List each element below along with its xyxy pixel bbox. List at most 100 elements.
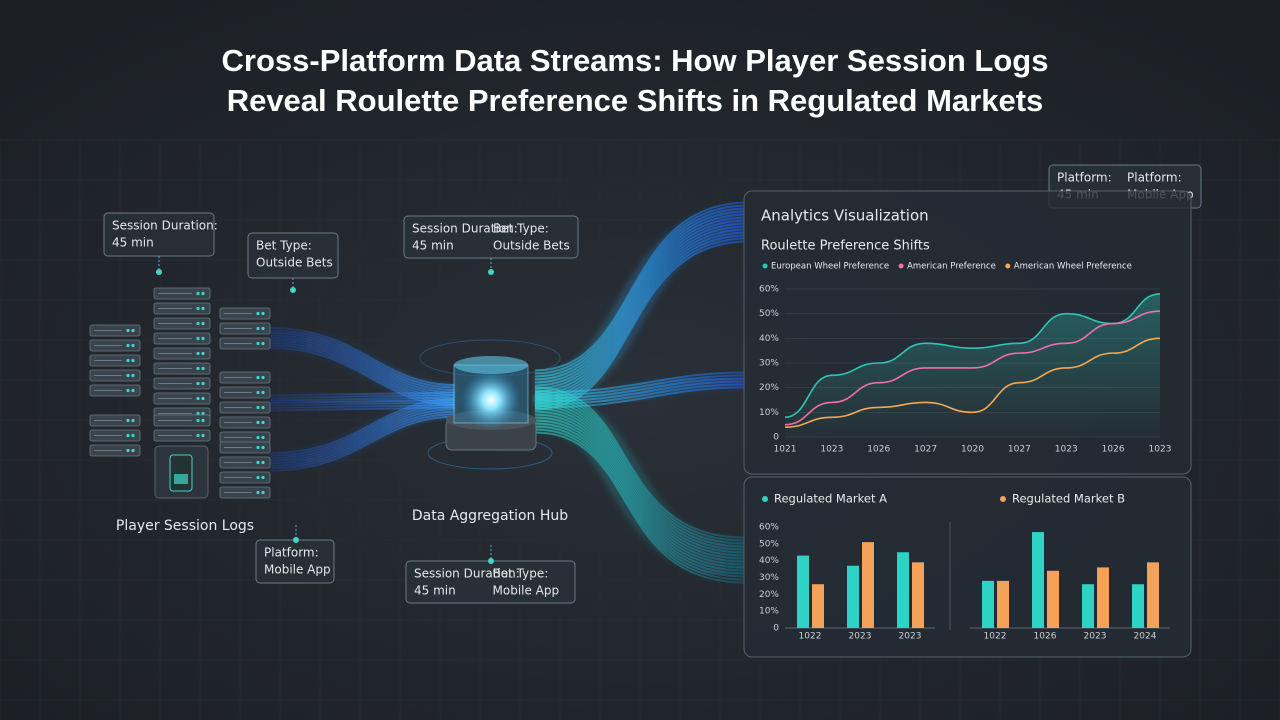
area — [785, 293, 1160, 437]
line — [784, 337, 1161, 428]
server-led — [256, 390, 260, 395]
x-tick-label: 1021 — [774, 445, 797, 455]
server-led — [196, 366, 200, 371]
y-tick-label: 50% — [759, 539, 779, 549]
server-led — [126, 433, 130, 438]
server-led — [256, 445, 260, 450]
server-racks — [89, 287, 271, 499]
y-tick-label: 60% — [759, 285, 779, 295]
callout-dot — [290, 287, 296, 293]
callout-text: 45 min — [112, 236, 154, 250]
y-tick-label: 20% — [759, 383, 779, 393]
server-led — [261, 460, 265, 465]
callout-text: Outside Bets — [493, 239, 570, 253]
server-led — [201, 366, 205, 371]
y-tick-label: 60% — [759, 523, 779, 533]
node-label: Data Aggregation Hub — [412, 508, 568, 524]
callout-dot — [293, 537, 299, 543]
callout-text: Mobile App — [493, 584, 560, 598]
stream-glow — [269, 391, 456, 412]
server-led — [256, 405, 260, 410]
callout-dot — [488, 269, 494, 275]
server-led — [261, 490, 265, 495]
callout-text: Session Duration: — [112, 219, 218, 233]
bar — [997, 580, 1009, 628]
callout-dot — [156, 269, 162, 275]
legend-label: American Preference — [907, 262, 996, 272]
x-tick-label: 1023 — [820, 445, 843, 455]
server-led — [201, 306, 205, 311]
server-led — [131, 433, 135, 438]
server-led — [126, 388, 130, 393]
server-led — [196, 418, 200, 423]
callout-text: Platform: — [1127, 171, 1182, 185]
x-tick-label: 1023 — [1055, 445, 1078, 455]
stream — [534, 371, 746, 394]
server-led — [256, 375, 260, 380]
panel-title: Analytics Visualization — [761, 207, 929, 225]
server-led — [201, 381, 205, 386]
y-tick-label: 10% — [759, 408, 779, 418]
bar — [1132, 584, 1144, 628]
server-led — [261, 445, 265, 450]
server-led — [256, 490, 260, 495]
server-led — [131, 358, 135, 363]
node-label: Player Session Logs — [116, 518, 254, 534]
stream-glow — [533, 390, 746, 580]
x-tick-label: 1023 — [1149, 445, 1172, 455]
server-led — [261, 341, 265, 346]
server-led — [126, 448, 130, 453]
hub-core — [461, 370, 521, 430]
bar — [1097, 567, 1109, 628]
server-led — [261, 311, 265, 316]
server-led — [201, 433, 205, 438]
server-led — [196, 381, 200, 386]
y-tick-label: 0 — [773, 624, 779, 634]
legend-swatch — [762, 496, 768, 502]
stream-glow — [533, 205, 747, 407]
server-led — [256, 326, 260, 331]
hub-cylinder-top — [454, 356, 528, 374]
server-led — [131, 448, 135, 453]
data-streams — [269, 201, 747, 584]
device-screen — [169, 454, 193, 492]
server-led — [126, 358, 130, 363]
bar — [847, 565, 859, 628]
server-led — [256, 435, 260, 440]
y-tick-label: 30% — [759, 573, 779, 583]
legend-label: American Wheel Preference — [1014, 262, 1132, 272]
server-led — [261, 420, 265, 425]
server-led — [201, 291, 205, 296]
server-led — [201, 351, 205, 356]
server-led — [131, 373, 135, 378]
callout-text: 45 min — [412, 239, 454, 253]
bar — [1032, 532, 1044, 628]
server-led — [196, 306, 200, 311]
line — [784, 293, 1161, 419]
x-tick-label: 1026 — [1034, 632, 1057, 642]
callout-text: Session Duration: — [414, 567, 520, 581]
legend-swatch — [898, 263, 904, 269]
server-led — [196, 396, 200, 401]
x-tick-label: 1022 — [799, 632, 822, 642]
legend-swatch — [1005, 263, 1011, 269]
bar — [1047, 570, 1059, 628]
callout-text: Bet Type: — [493, 567, 549, 581]
title: Reveal Roulette Preference Shifts in Reg… — [227, 83, 1044, 118]
legend-swatch — [762, 263, 768, 269]
bar — [812, 584, 824, 628]
server-led — [256, 311, 260, 316]
server-led — [256, 475, 260, 480]
server-led — [201, 411, 205, 416]
legend-label: Regulated Market A — [774, 492, 887, 506]
server-led — [196, 411, 200, 416]
server-led — [261, 375, 265, 380]
server-led — [131, 388, 135, 393]
server-led — [256, 460, 260, 465]
server-led — [201, 336, 205, 341]
y-tick-label: 40% — [759, 334, 779, 344]
x-tick-label: 2024 — [1134, 632, 1157, 642]
bar — [1147, 562, 1159, 628]
server-led — [196, 336, 200, 341]
y-tick-label: 20% — [759, 590, 779, 600]
